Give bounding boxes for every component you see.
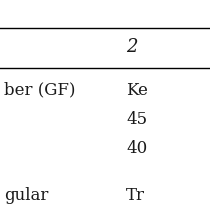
- Text: gular: gular: [4, 187, 49, 203]
- Text: 40: 40: [126, 140, 147, 156]
- Text: 2: 2: [126, 38, 138, 56]
- Text: ber (GF): ber (GF): [4, 82, 76, 98]
- Text: Tr: Tr: [126, 187, 145, 203]
- Text: Ke: Ke: [126, 82, 148, 98]
- Text: 45: 45: [126, 112, 147, 128]
